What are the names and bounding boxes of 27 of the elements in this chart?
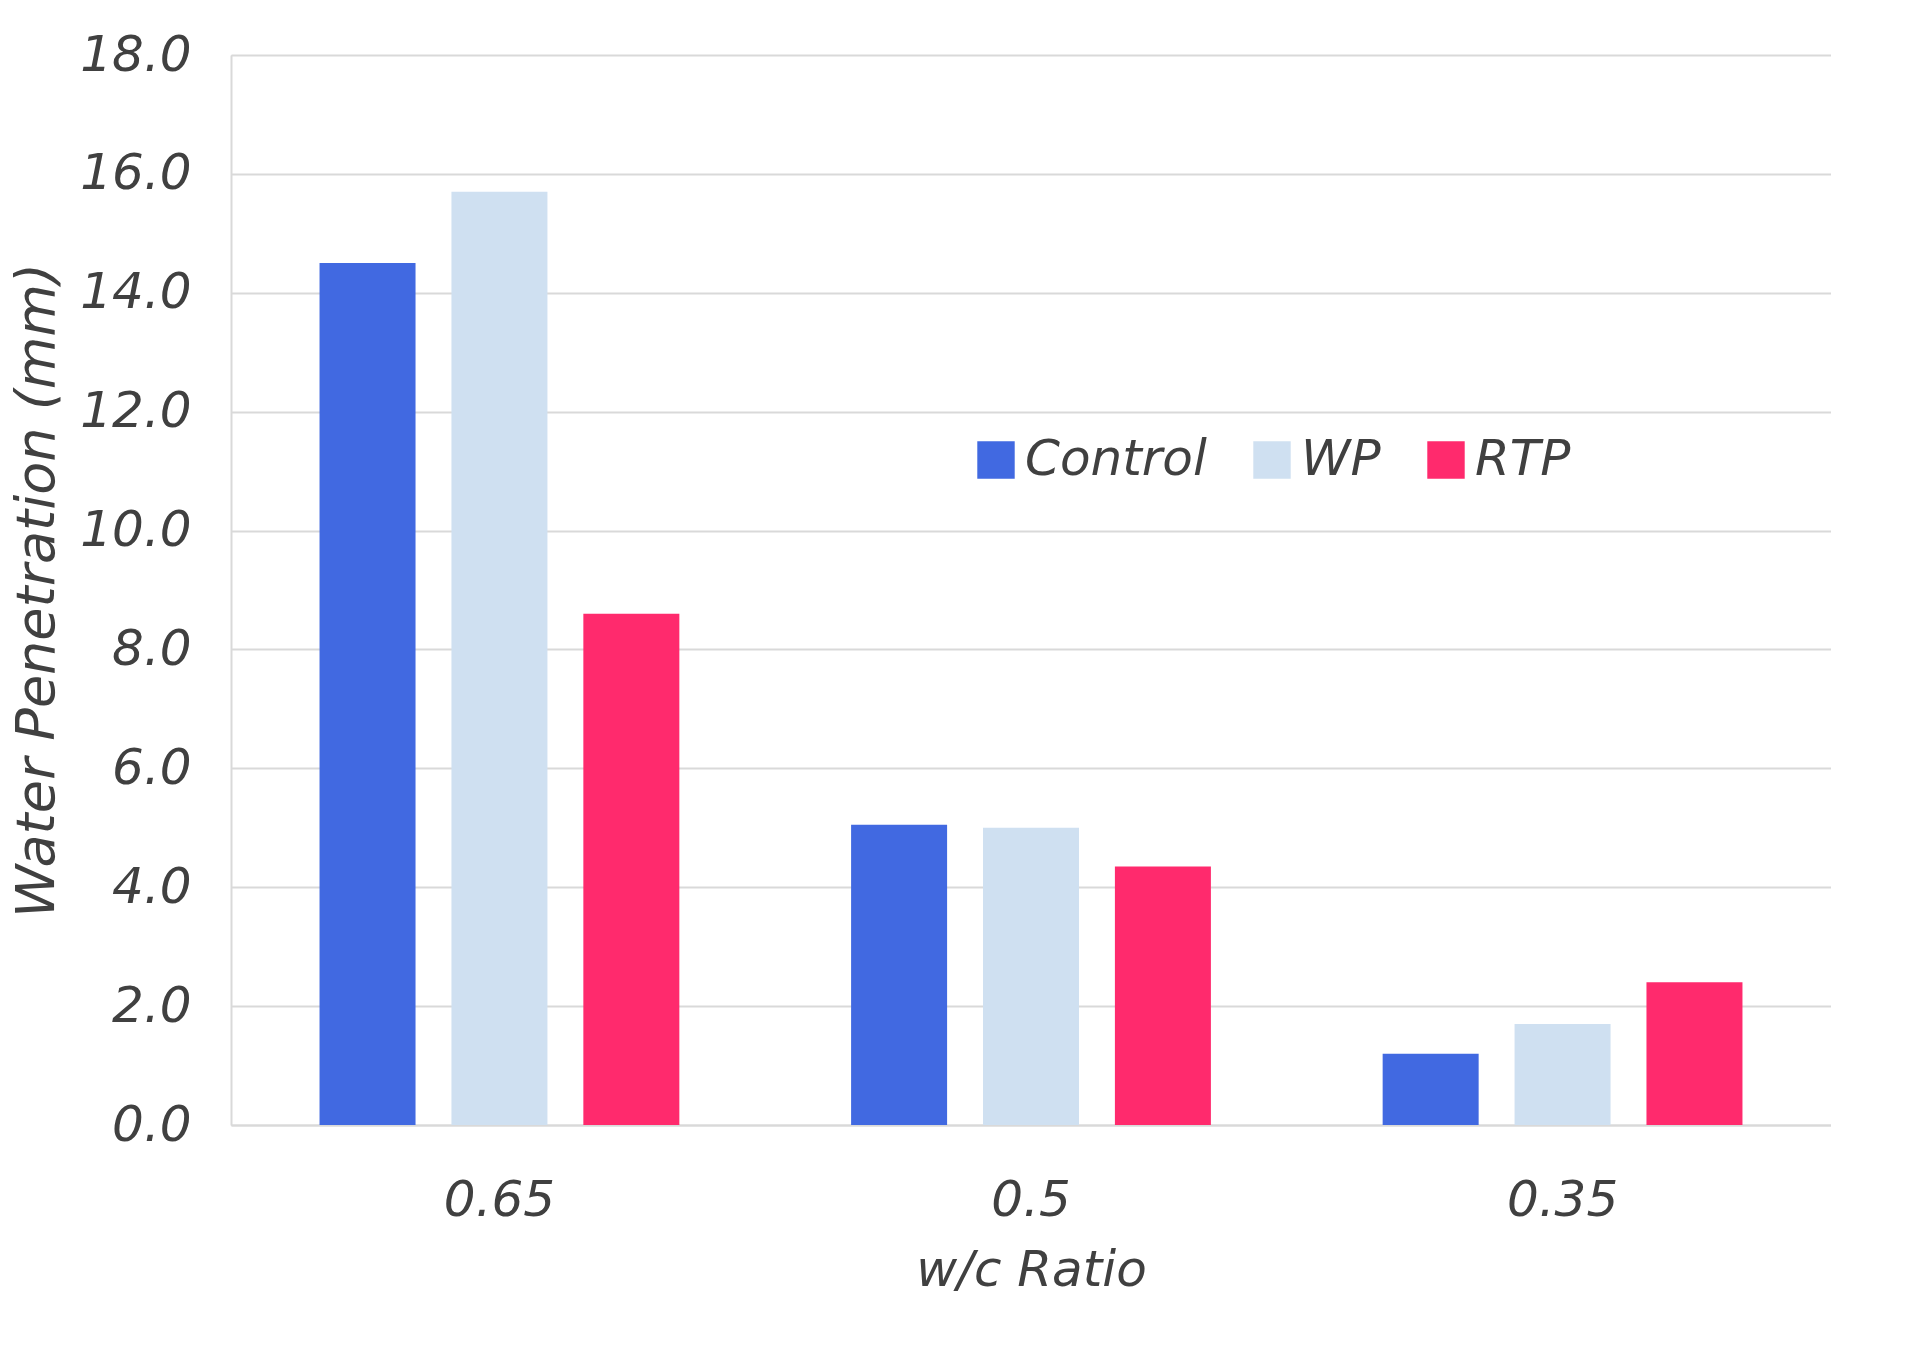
y-tick-label: 16.0 — [80, 143, 192, 202]
y-tick-label: 10.0 — [80, 500, 192, 559]
bar — [851, 824, 948, 1125]
x-tick-label: 0.35 — [1506, 1169, 1619, 1228]
y-tick-label: 12.0 — [80, 381, 192, 440]
y-axis-title: Water Penetration (mm) — [4, 263, 68, 918]
y-tick-label: 14.0 — [80, 262, 192, 321]
y-tick-label: 2.0 — [111, 975, 192, 1034]
bar — [1646, 982, 1743, 1125]
legend-label: RTP — [1475, 429, 1572, 487]
y-tick-label: 6.0 — [111, 737, 192, 796]
bar — [319, 263, 416, 1125]
bar — [983, 827, 1079, 1125]
y-tick-label: 18.0 — [80, 24, 192, 83]
legend-label: WP — [1301, 429, 1382, 487]
x-tick-label: 0.5 — [991, 1169, 1071, 1228]
bar — [583, 613, 680, 1125]
x-tick-label: 0.65 — [443, 1169, 556, 1228]
y-tick-label: 4.0 — [111, 856, 192, 915]
bar — [1514, 1023, 1611, 1125]
x-axis-title: w/c Ratio — [916, 1239, 1147, 1298]
legend-label: Control — [1025, 429, 1207, 487]
bar — [451, 191, 548, 1125]
y-tick-label: 0.0 — [111, 1094, 192, 1153]
y-tick-label: 8.0 — [111, 618, 192, 677]
bar — [1382, 1053, 1479, 1125]
bar — [1114, 866, 1211, 1125]
